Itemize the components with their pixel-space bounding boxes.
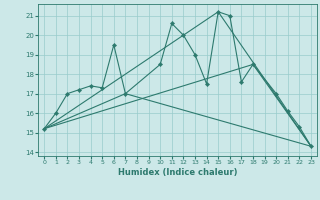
X-axis label: Humidex (Indice chaleur): Humidex (Indice chaleur): [118, 168, 237, 177]
